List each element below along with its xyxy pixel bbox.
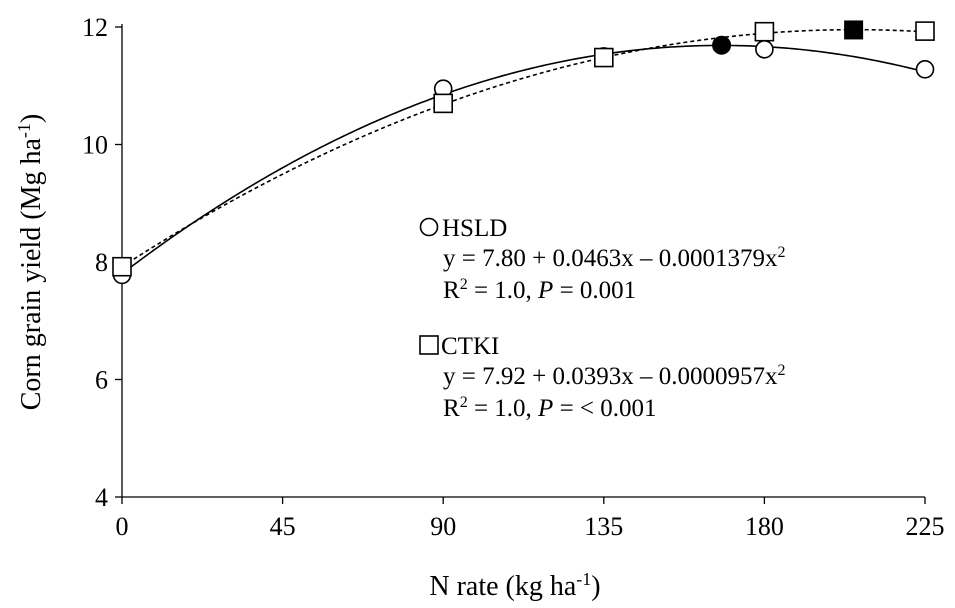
y-axis-title-superscript: -1 — [14, 123, 34, 138]
ctki-r2-p: R2 = 1.0, P = < 0.001 — [443, 394, 657, 422]
ctki-point — [112, 256, 132, 277]
hsld-point — [755, 40, 774, 59]
x-axis-title-superscript: -1 — [576, 569, 591, 589]
hsld-optimum-point — [712, 35, 732, 55]
ctki-point — [593, 47, 614, 68]
x-tick-label: 180 — [745, 512, 784, 541]
fit-curves — [121, 28, 926, 275]
y-axis-title: Corn grain yield (Mg ha-1) — [14, 114, 47, 411]
ctki-point — [433, 93, 454, 114]
x-tick-label: 135 — [584, 512, 623, 541]
y-tick-label: 4 — [95, 483, 108, 512]
legend-square-marker — [419, 335, 439, 355]
legend-ctki: CTKI y = 7.92 + 0.0393x – 0.0000957x2 R2… — [419, 333, 785, 422]
legend-circle-marker — [419, 217, 439, 237]
y-tick-label: 12 — [82, 13, 108, 42]
x-axis-title: N rate (kg ha-1) — [429, 569, 600, 602]
hsld-r2-p: R2 = 1.0, P = 0.001 — [443, 276, 636, 304]
hsld-fit-curve — [121, 44, 926, 275]
legend-ctki-label: CTKI — [441, 333, 499, 360]
ctki-fit-curve — [121, 28, 926, 268]
y-tick-label: 6 — [95, 366, 108, 395]
ctki-optimum-point — [844, 20, 864, 40]
legend-hsld-label: HSLD — [442, 215, 507, 242]
hsld-point — [915, 60, 935, 79]
y-tick-label: 10 — [82, 131, 108, 160]
ctki-point — [754, 21, 775, 42]
x-tick-label: 0 — [116, 512, 129, 541]
ctki-point — [915, 21, 935, 41]
hsld-equation: y = 7.80 + 0.0463x – 0.0001379x2 — [443, 244, 785, 272]
x-tick-label: 45 — [270, 512, 296, 541]
legend-hsld: HSLD y = 7.80 + 0.0463x – 0.0001379x2 R2… — [419, 215, 785, 304]
x-tick-label: 225 — [906, 512, 945, 541]
y-tick-label: 8 — [95, 248, 108, 277]
axes: 4 6 8 10 12 0 45 90 135 180 225 — [82, 13, 945, 541]
ctki-equation: y = 7.92 + 0.0393x – 0.0000957x2 — [443, 362, 785, 390]
data-points — [112, 20, 935, 285]
x-tick-label: 90 — [430, 512, 456, 541]
